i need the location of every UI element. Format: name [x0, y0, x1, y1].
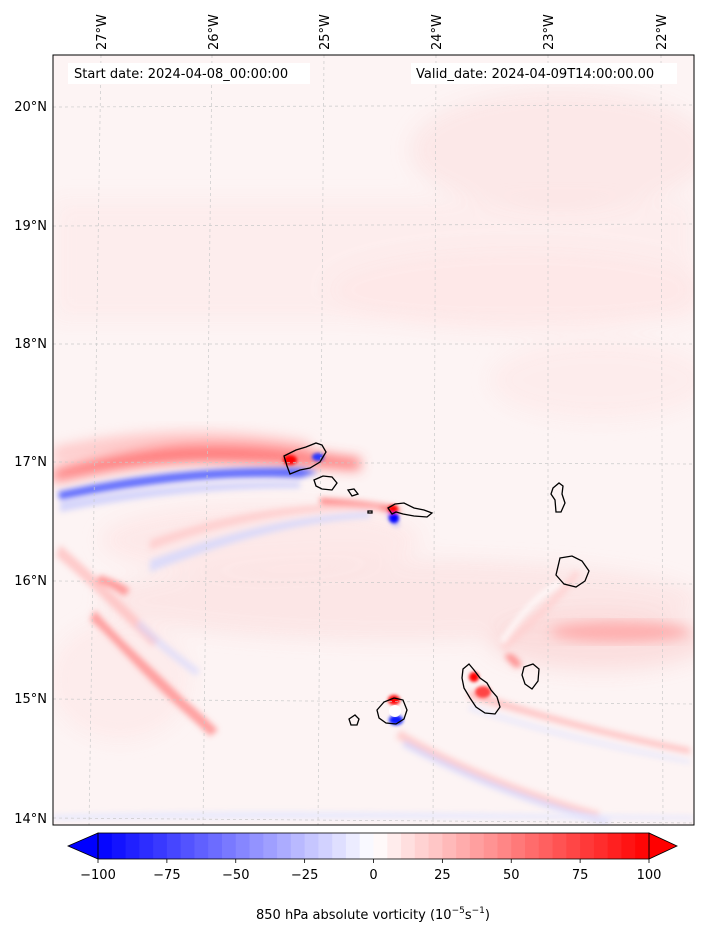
coastline-santa-luzia	[346, 488, 360, 497]
colorbar-segment	[166, 833, 182, 859]
coastlines	[283, 442, 590, 726]
colorbar-segment	[635, 833, 650, 859]
colorbar-segment	[277, 833, 292, 859]
lat-label: 17°N	[14, 455, 47, 470]
colorbar-segment	[359, 833, 375, 859]
colorbar-segment	[497, 833, 512, 859]
colorbar-tick-label: 0	[369, 868, 377, 883]
valid-date-label: Valid_date: 2024-04-09T14:00:00.00	[416, 67, 654, 82]
colorbar-segment	[414, 833, 430, 859]
colorbar-segment	[98, 833, 113, 859]
colorbar-segment	[345, 833, 361, 859]
map-frame	[52, 54, 695, 826]
colorbar-segment	[125, 833, 140, 859]
colorbar-segment	[566, 833, 581, 859]
colorbar-segment	[525, 833, 540, 859]
colorbar-segment	[593, 833, 609, 859]
latitude-labels: 20°N 19°N 18°N 17°N 16°N 15°N 14°N	[14, 100, 47, 827]
colorbar: −100 −75 −50 −25 0 25 50 75 100 850 hPa absolute…	[66, 832, 678, 923]
colorbar-extend-min	[66, 832, 99, 860]
colorbar-segment	[401, 833, 416, 859]
colorbar-segments	[98, 833, 650, 859]
colorbar-segment	[332, 833, 347, 859]
coastline-sao-vicente	[313, 475, 338, 491]
colorbar-segment	[511, 833, 526, 859]
start-date-label: Start date: 2024-04-08_00:00:00	[74, 67, 288, 82]
colorbar-segment	[153, 833, 168, 859]
coastline-santiago	[461, 663, 501, 715]
colorbar-segment	[111, 833, 127, 859]
coastline-maio	[521, 663, 540, 690]
lat-label: 16°N	[14, 574, 47, 589]
vorticity-field	[53, 90, 694, 825]
colorbar-tick-label: −50	[222, 868, 249, 883]
colorbar-ticks: −100 −75 −50 −25 0 25 50 75 100	[80, 859, 661, 883]
colorbar-segment	[580, 833, 595, 859]
colorbar-extend-max	[648, 832, 678, 860]
colorbar-segment	[607, 833, 623, 859]
valid-date-box	[411, 63, 677, 84]
colorbar-segment	[428, 833, 443, 859]
lat-label: 14°N	[14, 812, 47, 827]
colorbar-segment	[387, 833, 402, 859]
coastline-brava	[348, 714, 360, 726]
colorbar-segment	[208, 833, 223, 859]
lon-label: 27°W	[95, 14, 110, 50]
colorbar-segment	[552, 833, 567, 859]
colorbar-segment	[373, 833, 388, 859]
lon-label: 25°W	[318, 14, 333, 50]
lat-label: 20°N	[14, 100, 47, 115]
colorbar-label: 850 hPa absolute vorticity (10−5s−1)	[256, 906, 490, 923]
colorbar-segment	[180, 833, 196, 859]
colorbar-tick-label: −75	[153, 868, 180, 883]
colorbar-tick-label: 100	[637, 868, 662, 883]
colorbar-segment	[139, 833, 154, 859]
coastline-sao-nicolau	[387, 502, 434, 518]
colorbar-segment	[221, 833, 237, 859]
colorbar-segment	[469, 833, 485, 859]
colorbar-segment	[621, 833, 636, 859]
coastline-sal	[550, 482, 566, 513]
map-panel: Start date: 2024-04-08_00:00:00 Valid_da…	[52, 54, 695, 826]
lon-label: 23°W	[542, 14, 557, 50]
coastline-fogo	[376, 697, 408, 725]
colorbar-tick-label: −100	[80, 868, 116, 883]
lon-label: 24°W	[430, 14, 445, 50]
colorbar-segment	[194, 833, 209, 859]
colorbar-segment	[290, 833, 306, 859]
colorbar-segment	[442, 833, 457, 859]
lat-label: 19°N	[14, 219, 47, 234]
colorbar-segment	[538, 833, 554, 859]
coastline-raso	[367, 510, 373, 514]
coastline-santo-antao	[283, 442, 327, 475]
colorbar-tick-label: 75	[572, 868, 589, 883]
colorbar-tick-label: 50	[503, 868, 520, 883]
lat-label: 15°N	[14, 692, 47, 707]
colorbar-segment	[318, 833, 333, 859]
colorbar-tick-label: 25	[434, 868, 451, 883]
lon-label: 22°W	[655, 14, 670, 50]
colorbar-segment	[263, 833, 278, 859]
longitude-labels: 27°W 26°W 25°W 24°W 23°W 22°W	[95, 14, 670, 50]
start-date-box	[68, 63, 310, 84]
colorbar-segment	[235, 833, 251, 859]
lon-label: 26°W	[207, 14, 222, 50]
colorbar-segment	[483, 833, 499, 859]
colorbar-segment	[456, 833, 471, 859]
gridlines	[52, 54, 695, 826]
lat-label: 18°N	[14, 337, 47, 352]
colorbar-segment	[304, 833, 320, 859]
colorbar-segment	[249, 833, 264, 859]
coastline-boa-vista	[555, 555, 590, 588]
colorbar-tick-label: −25	[291, 868, 318, 883]
